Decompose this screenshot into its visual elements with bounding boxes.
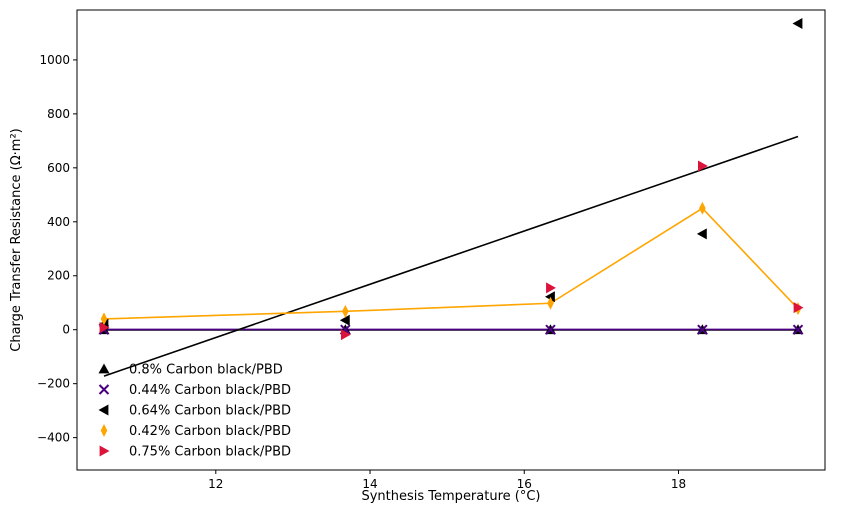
legend-marker <box>98 384 110 395</box>
y-tick-label: 600 <box>47 161 70 175</box>
data-point <box>792 324 804 335</box>
legend-marker <box>98 363 110 374</box>
data-point <box>792 17 803 29</box>
y-axis: −400 −200 0 200 400 600 800 1000 <box>37 53 77 445</box>
y-axis-label: Charge Transfer Resistance (Ω·m²) <box>9 128 24 351</box>
x-tick-label: 16 <box>517 477 532 491</box>
y-tick-label: 200 <box>47 269 70 283</box>
y-tick-label: 1000 <box>39 53 70 67</box>
data-point <box>696 228 707 240</box>
series-line <box>103 135 799 377</box>
plot-frame <box>76 9 826 471</box>
series-markers <box>98 17 804 341</box>
data-point <box>340 329 351 341</box>
legend-marker <box>98 404 109 416</box>
data-point <box>339 314 350 326</box>
y-tick-label: 800 <box>47 107 70 121</box>
data-point <box>99 322 110 334</box>
series-line <box>103 207 799 320</box>
legend-label: 0.44% Carbon black/PBD <box>129 383 291 398</box>
series-lines <box>103 135 799 377</box>
y-tick-label: −400 <box>37 431 70 445</box>
data-point <box>793 302 804 314</box>
data-point <box>342 304 349 318</box>
data-point <box>697 324 708 335</box>
data-point <box>699 201 706 215</box>
y-tick-label: 400 <box>47 215 70 229</box>
x-tick-label: 14 <box>362 477 377 491</box>
data-point <box>545 324 556 335</box>
legend-label: 0.42% Carbon black/PBD <box>129 424 291 439</box>
data-point <box>544 291 555 303</box>
data-point <box>697 160 708 172</box>
y-tick-label: −200 <box>37 377 70 391</box>
legend-label: 0.75% Carbon black/PBD <box>129 445 291 460</box>
data-point <box>100 312 108 326</box>
legend: 0.8% Carbon black/PBD 0.44% Carbon black/… <box>98 363 291 460</box>
x-tick-label: 12 <box>208 477 223 491</box>
x-axis: 12 14 16 18 <box>208 470 686 491</box>
legend-label: 0.64% Carbon black/PBD <box>129 404 291 419</box>
data-point <box>546 282 556 294</box>
x-axis-label: Synthesis Temperature (°C) <box>361 489 540 504</box>
y-tick-label: 0 <box>62 323 70 337</box>
legend-marker <box>99 445 110 457</box>
legend-marker <box>100 424 108 437</box>
data-point <box>547 296 554 310</box>
legend-label: 0.8% Carbon black/PBD <box>129 363 283 378</box>
x-tick-label: 18 <box>671 477 686 491</box>
